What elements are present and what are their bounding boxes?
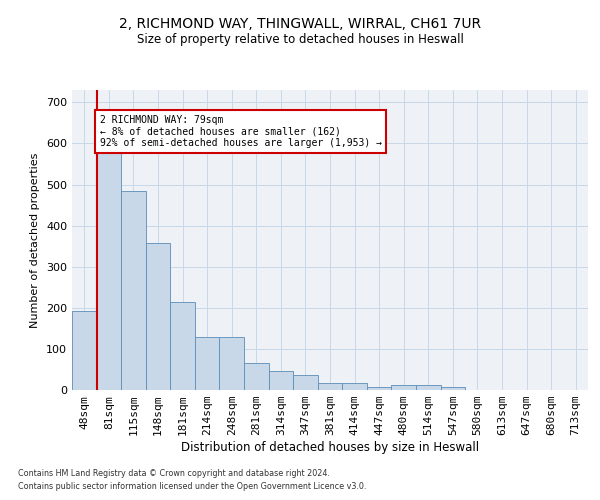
Bar bbox=[97, 152, 121, 390]
Bar bbox=[269, 370, 293, 390]
Bar bbox=[416, 385, 440, 390]
Text: 2 RICHMOND WAY: 79sqm
← 8% of detached houses are smaller (162)
92% of semi-deta: 2 RICHMOND WAY: 79sqm ← 8% of detached h… bbox=[100, 114, 382, 148]
Text: Contains HM Land Registry data © Crown copyright and database right 2024.: Contains HM Land Registry data © Crown c… bbox=[18, 468, 330, 477]
Bar bbox=[72, 311, 97, 390]
Bar bbox=[342, 382, 367, 390]
Bar bbox=[367, 386, 391, 390]
Bar bbox=[244, 364, 269, 390]
X-axis label: Distribution of detached houses by size in Heswall: Distribution of detached houses by size … bbox=[181, 441, 479, 454]
Text: Contains public sector information licensed under the Open Government Licence v3: Contains public sector information licen… bbox=[18, 482, 367, 491]
Text: 2, RICHMOND WAY, THINGWALL, WIRRAL, CH61 7UR: 2, RICHMOND WAY, THINGWALL, WIRRAL, CH61… bbox=[119, 18, 481, 32]
Bar bbox=[293, 375, 318, 390]
Y-axis label: Number of detached properties: Number of detached properties bbox=[31, 152, 40, 328]
Bar bbox=[220, 336, 244, 390]
Bar bbox=[170, 302, 195, 390]
Bar bbox=[440, 387, 465, 390]
Bar bbox=[391, 385, 416, 390]
Bar bbox=[121, 190, 146, 390]
Bar bbox=[195, 336, 220, 390]
Text: Size of property relative to detached houses in Heswall: Size of property relative to detached ho… bbox=[137, 32, 463, 46]
Bar bbox=[146, 244, 170, 390]
Bar bbox=[318, 382, 342, 390]
